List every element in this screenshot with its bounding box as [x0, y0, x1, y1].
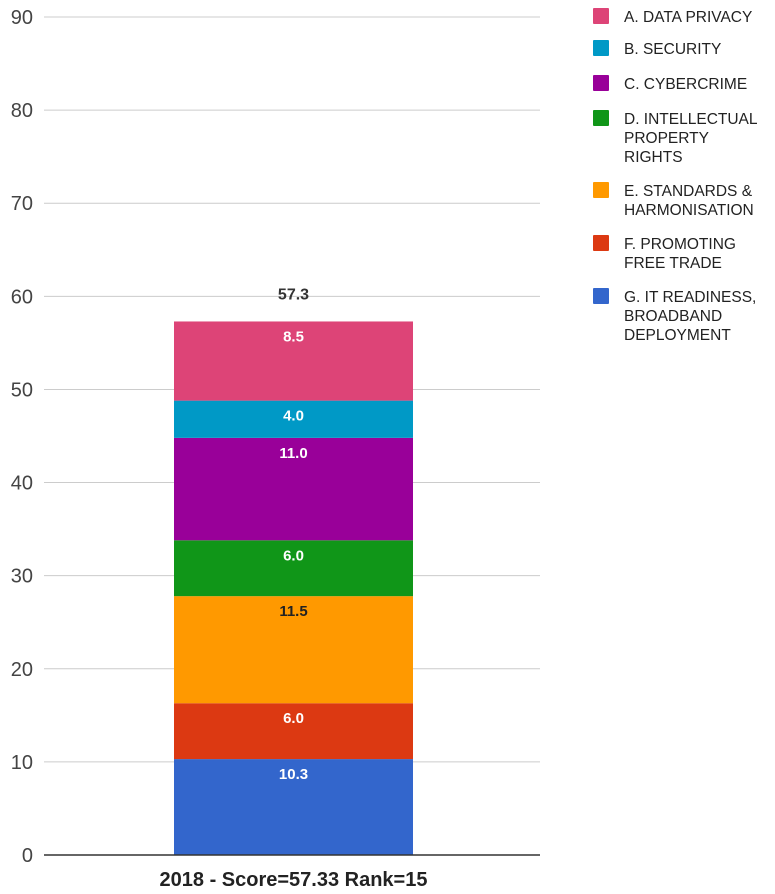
legend-entry: E. STANDARDS & HARMONISATION: [593, 182, 754, 219]
y-tick-label: 90: [11, 7, 33, 29]
legend-entry: F. PROMOTING FREE TRADE: [593, 235, 736, 272]
legend-swatch: [593, 8, 609, 24]
data-label: 11.5: [279, 603, 307, 620]
bar-stack: [174, 321, 413, 855]
x-axis: 2018 - Score=57.33 Rank=15: [44, 854, 540, 891]
legend-label: C. CYBERCRIME: [624, 76, 747, 93]
legend-entry: C. CYBERCRIME: [593, 75, 747, 93]
bar-segment: [174, 759, 413, 855]
legend-label: RIGHTS: [624, 149, 683, 166]
data-labels: 10.3 6.0 11.5 6.0 11.0 4.0 8.5 57.3: [278, 286, 309, 783]
legend-label: FREE TRADE: [624, 255, 722, 272]
legend-entry: D. INTELLECTUAL PROPERTY RIGHTS: [593, 110, 758, 166]
y-tick-label: 30: [11, 566, 33, 588]
legend-label: B. SECURITY: [624, 41, 721, 58]
legend-label: D. INTELLECTUAL: [624, 111, 758, 128]
legend: A. DATA PRIVACY B. SECURITY C. CYBERCRIME D…: [593, 8, 758, 344]
bar-segment: [174, 703, 413, 760]
y-tick-label: 80: [11, 100, 33, 122]
data-label: 8.5: [283, 328, 304, 345]
data-label: 11.0: [279, 445, 307, 462]
y-axis-tick-labels: 0 10 20 30 40 50 60 70 80 90: [11, 7, 33, 867]
legend-swatch: [593, 288, 609, 304]
y-tick-label: 10: [11, 752, 33, 774]
bar-segment: [174, 321, 413, 401]
legend-swatch: [593, 75, 609, 91]
bar-segment: [174, 400, 413, 438]
legend-label: BROADBAND: [624, 308, 722, 325]
data-label: 4.0: [283, 408, 304, 425]
legend-label: G. IT READINESS,: [624, 289, 756, 306]
data-label: 6.0: [283, 547, 304, 564]
legend-entry: B. SECURITY: [593, 40, 721, 58]
bar-segment: [174, 596, 413, 704]
legend-label: E. STANDARDS &: [624, 183, 753, 200]
y-tick-label: 50: [11, 379, 33, 401]
y-tick-label: 20: [11, 659, 33, 681]
legend-entry: G. IT READINESS, BROADBAND DEPLOYMENT: [593, 288, 756, 344]
bar-segment: [174, 540, 413, 597]
legend-label: HARMONISATION: [624, 202, 754, 219]
legend-swatch: [593, 235, 609, 251]
x-category-label: 2018 - Score=57.33 Rank=15: [160, 869, 428, 891]
legend-label: A. DATA PRIVACY: [624, 9, 752, 26]
legend-swatch: [593, 110, 609, 126]
data-label: 10.3: [279, 766, 308, 783]
legend-swatch: [593, 182, 609, 198]
y-tick-label: 40: [11, 473, 33, 495]
legend-label: PROPERTY: [624, 130, 709, 147]
total-label: 57.3: [278, 286, 309, 303]
legend-entry: A. DATA PRIVACY: [593, 8, 752, 26]
legend-label: F. PROMOTING: [624, 236, 736, 253]
bar-segment: [174, 437, 413, 541]
y-tick-label: 60: [11, 286, 33, 308]
y-tick-label: 0: [22, 845, 33, 867]
legend-swatch: [593, 40, 609, 56]
y-tick-label: 70: [11, 193, 33, 215]
data-label: 6.0: [283, 710, 304, 727]
legend-label: DEPLOYMENT: [624, 327, 731, 344]
